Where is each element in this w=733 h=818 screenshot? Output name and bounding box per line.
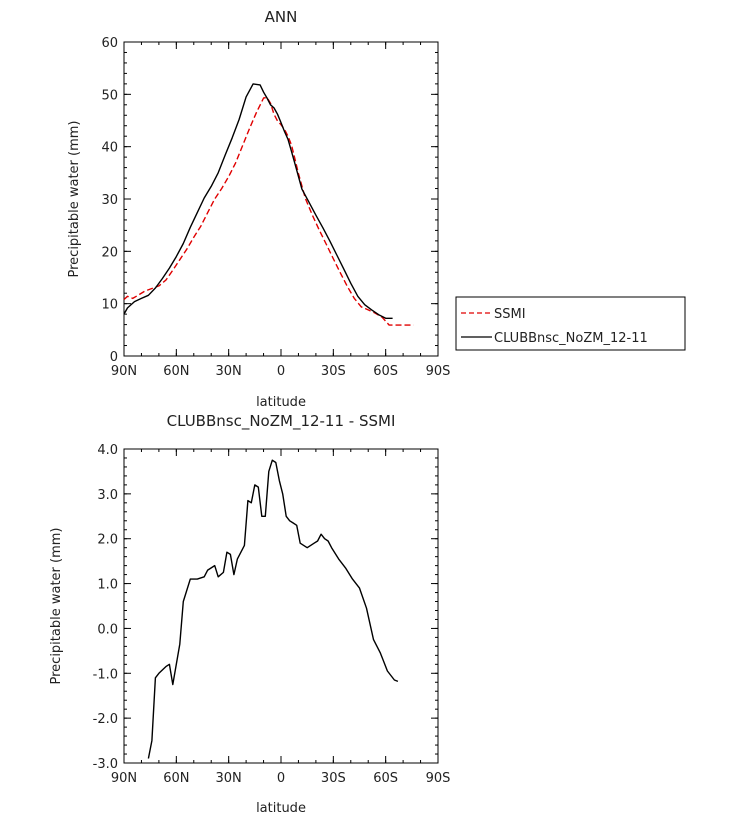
y-tick-label: 3.0 <box>97 488 118 503</box>
x-tick-label: 90N <box>111 364 137 379</box>
y-tick-label: -2.0 <box>93 712 118 727</box>
series-lines <box>123 83 414 326</box>
axis-ticks <box>123 448 439 764</box>
y-tick-label: 2.0 <box>97 533 118 548</box>
y-tick-label: 4.0 <box>97 443 118 458</box>
y-tick-label: 60 <box>101 36 118 51</box>
x-tick-label: 30S <box>321 771 346 786</box>
x-tick-label: 0 <box>277 771 285 786</box>
x-tick-labels: 90N 60N 30N 0 30S 60S 90S <box>111 364 451 379</box>
legend-label-model: CLUBBnsc_NoZM_12-11 <box>494 331 648 346</box>
plot-frame <box>123 41 439 357</box>
legend-label-ssmi: SSMI <box>494 307 526 322</box>
y-tick-label: 0.0 <box>97 622 118 637</box>
series-line-clubbnsc-nozm-12-11 <box>123 83 393 319</box>
x-axis-label: latitude <box>256 395 306 410</box>
y-tick-label: 30 <box>101 193 118 208</box>
plot-frame <box>123 448 439 764</box>
y-tick-labels: 0 10 20 30 40 50 60 <box>101 36 118 365</box>
x-tick-label: 60N <box>163 364 189 379</box>
legend: SSMI CLUBBnsc_NoZM_12-11 <box>455 296 686 351</box>
x-tick-label: 30S <box>321 364 346 379</box>
x-axis-label: latitude <box>256 801 306 816</box>
series-line-ssmi <box>123 96 414 326</box>
legend-box <box>455 296 686 351</box>
y-tick-label: -3.0 <box>93 757 118 772</box>
chart-title: ANN <box>265 8 298 26</box>
x-tick-labels: 90N 60N 30N 0 30S 60S 90S <box>111 771 451 786</box>
x-tick-label: 0 <box>277 364 285 379</box>
x-tick-label: 90S <box>426 364 451 379</box>
y-axis-label: Precipitable water (mm) <box>67 121 82 278</box>
y-tick-label: 50 <box>101 88 118 103</box>
y-tick-label: 0 <box>110 350 118 365</box>
x-tick-label: 90N <box>111 771 137 786</box>
y-tick-labels: -3.0 -2.0 -1.0 0.0 1.0 2.0 3.0 4.0 <box>93 443 118 772</box>
bottom-panel: CLUBBnsc_NoZM_12-11 - SSMI -3.0 -2.0 -1.0 0… <box>49 412 450 816</box>
axis-ticks <box>123 41 439 357</box>
y-axis-label: Precipitable water (mm) <box>49 528 64 685</box>
x-tick-label: 90S <box>426 771 451 786</box>
series-lines <box>147 459 399 759</box>
chart-title: CLUBBnsc_NoZM_12-11 - SSMI <box>167 412 396 431</box>
series-line-difference <box>147 459 399 759</box>
y-tick-label: 20 <box>101 245 118 260</box>
y-tick-label: 10 <box>101 298 118 313</box>
y-tick-label: 40 <box>101 141 118 156</box>
y-tick-label: -1.0 <box>93 667 118 682</box>
x-tick-label: 30N <box>216 364 242 379</box>
y-tick-label: 1.0 <box>97 578 118 593</box>
x-tick-label: 60N <box>163 771 189 786</box>
x-tick-label: 60S <box>373 364 398 379</box>
x-tick-label: 60S <box>373 771 398 786</box>
top-panel: ANN 0 10 20 30 40 50 60 90N 60N 30N 0 30S 60S 90S la… <box>67 8 686 410</box>
x-tick-label: 30N <box>216 771 242 786</box>
